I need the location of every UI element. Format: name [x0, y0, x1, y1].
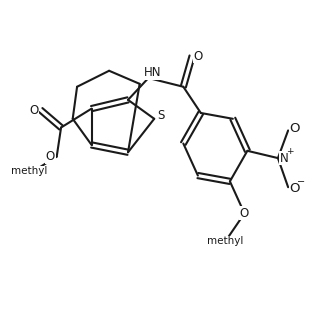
Text: HN: HN: [144, 66, 162, 79]
Text: N: N: [280, 152, 289, 165]
Text: S: S: [157, 109, 164, 122]
Text: O: O: [240, 207, 249, 220]
Text: +: +: [287, 147, 294, 156]
Text: O: O: [289, 182, 300, 195]
Text: methyl: methyl: [11, 166, 47, 176]
Text: methyl: methyl: [207, 236, 244, 246]
Text: O: O: [194, 50, 203, 63]
Text: O: O: [46, 150, 55, 163]
Text: −: −: [297, 177, 305, 187]
Text: O: O: [30, 104, 39, 117]
Text: O: O: [289, 122, 300, 136]
